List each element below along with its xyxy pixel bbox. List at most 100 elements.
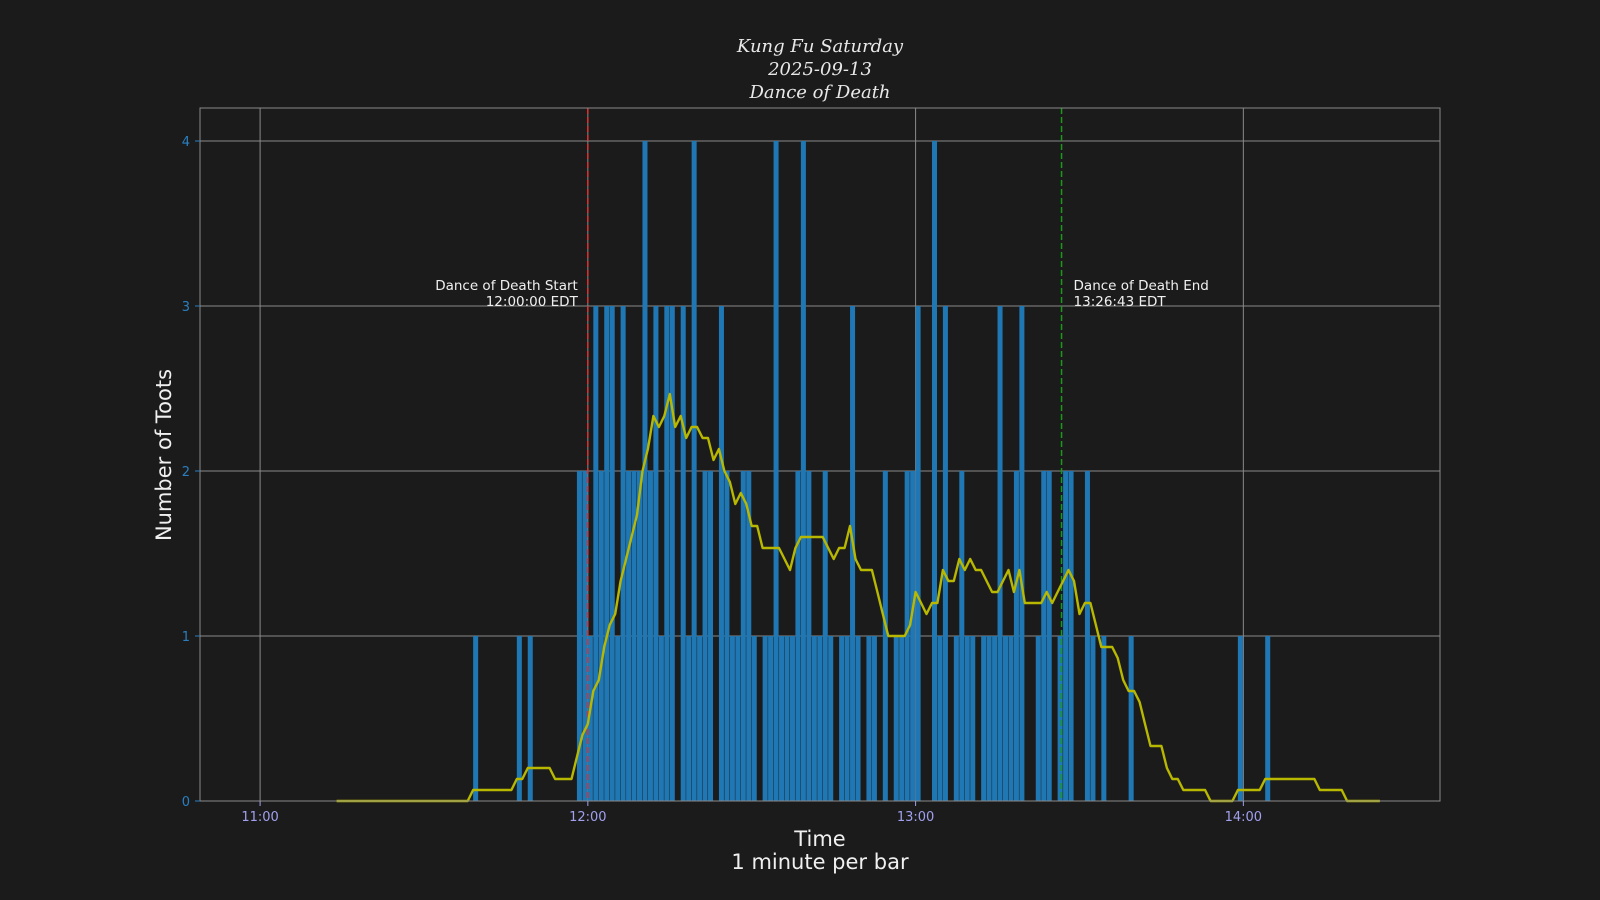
bar <box>789 636 795 801</box>
rolling-line <box>336 392 1380 803</box>
bar <box>855 636 861 801</box>
rolling-average-line <box>336 392 1380 803</box>
bar <box>811 636 817 801</box>
annotation-label: Dance of Death End <box>1074 278 1209 294</box>
bar <box>1068 471 1074 801</box>
bar <box>598 471 604 801</box>
annotation-sublabel: 13:26:43 EDT <box>1074 294 1167 310</box>
bar <box>516 636 522 801</box>
ticks: 11:00 12:00 13:00 14:00 0 1 2 3 4 <box>182 135 1262 825</box>
bar <box>800 141 806 801</box>
bar <box>806 471 812 801</box>
bar <box>915 306 921 801</box>
bar <box>615 636 621 801</box>
bar <box>686 636 692 801</box>
y-tick-label: 4 <box>182 135 190 150</box>
bar <box>604 306 610 801</box>
y-axis-label: Number of Toots <box>152 369 176 541</box>
bar <box>527 636 533 801</box>
bar <box>773 141 779 801</box>
bar <box>702 471 708 801</box>
bar <box>899 636 905 801</box>
bar <box>964 636 970 801</box>
bar <box>724 471 730 801</box>
bar <box>735 636 741 801</box>
bar <box>997 306 1003 801</box>
bar <box>1019 306 1025 801</box>
bar <box>637 471 643 801</box>
bar <box>839 636 845 801</box>
bar <box>620 306 626 801</box>
annotation-label: Dance of Death Start <box>435 278 578 294</box>
bar <box>1101 636 1107 801</box>
bar <box>1128 636 1134 801</box>
bar <box>740 471 746 801</box>
bar <box>669 306 675 801</box>
x-tick-label: 11:00 <box>241 810 278 825</box>
bar <box>762 636 768 801</box>
chart-title-line-3: Dance of Death <box>748 82 890 103</box>
bar <box>1090 636 1096 801</box>
bar <box>893 636 899 801</box>
bar <box>931 141 938 801</box>
bar <box>1035 636 1041 801</box>
bar <box>1063 471 1069 801</box>
bar <box>746 471 752 801</box>
chart-title-line-2: 2025-09-13 <box>767 59 872 80</box>
bar <box>1008 636 1014 801</box>
y-tick-label: 1 <box>182 630 190 645</box>
bar <box>844 636 850 801</box>
bar <box>768 636 774 801</box>
bar <box>784 636 790 801</box>
bar <box>1237 636 1243 801</box>
bar <box>970 636 976 801</box>
bar <box>871 636 877 801</box>
bar <box>582 471 588 801</box>
bar <box>953 636 959 801</box>
bar <box>653 306 659 801</box>
bar <box>937 636 943 801</box>
bar <box>658 636 664 801</box>
bar <box>904 471 910 801</box>
bar <box>576 471 582 801</box>
bar <box>779 636 785 801</box>
bar <box>664 306 670 801</box>
y-tick-label: 2 <box>182 465 190 480</box>
annotation-sublabel: 12:00:00 EDT <box>486 294 579 310</box>
bar <box>626 471 632 801</box>
bar <box>697 636 703 801</box>
bar <box>587 636 593 801</box>
chart-title-line-1: Kung Fu Saturday <box>736 36 904 57</box>
bar <box>1084 471 1090 801</box>
bar <box>1013 471 1019 801</box>
bar <box>942 306 948 801</box>
bar <box>1265 636 1271 801</box>
x-tick-label: 12:00 <box>569 810 606 825</box>
x-axis-sublabel: 1 minute per bar <box>731 850 909 874</box>
bar <box>817 636 823 801</box>
bar <box>986 636 992 801</box>
bar <box>1046 471 1052 801</box>
bar <box>822 471 828 801</box>
bar <box>1002 636 1009 801</box>
bar <box>691 141 697 801</box>
bar <box>882 471 888 801</box>
bar <box>729 636 735 801</box>
bar <box>1041 471 1047 801</box>
bar <box>959 471 965 801</box>
bar <box>992 636 998 801</box>
bars <box>473 141 1271 801</box>
bar <box>718 306 724 801</box>
bar <box>910 471 916 801</box>
bar <box>708 471 714 801</box>
bar <box>631 471 637 801</box>
bar <box>642 141 648 801</box>
y-tick-label: 0 <box>182 795 190 810</box>
bar <box>609 306 615 801</box>
bar <box>981 636 987 801</box>
bar <box>647 471 653 801</box>
bar <box>751 636 757 801</box>
bar <box>866 636 872 801</box>
